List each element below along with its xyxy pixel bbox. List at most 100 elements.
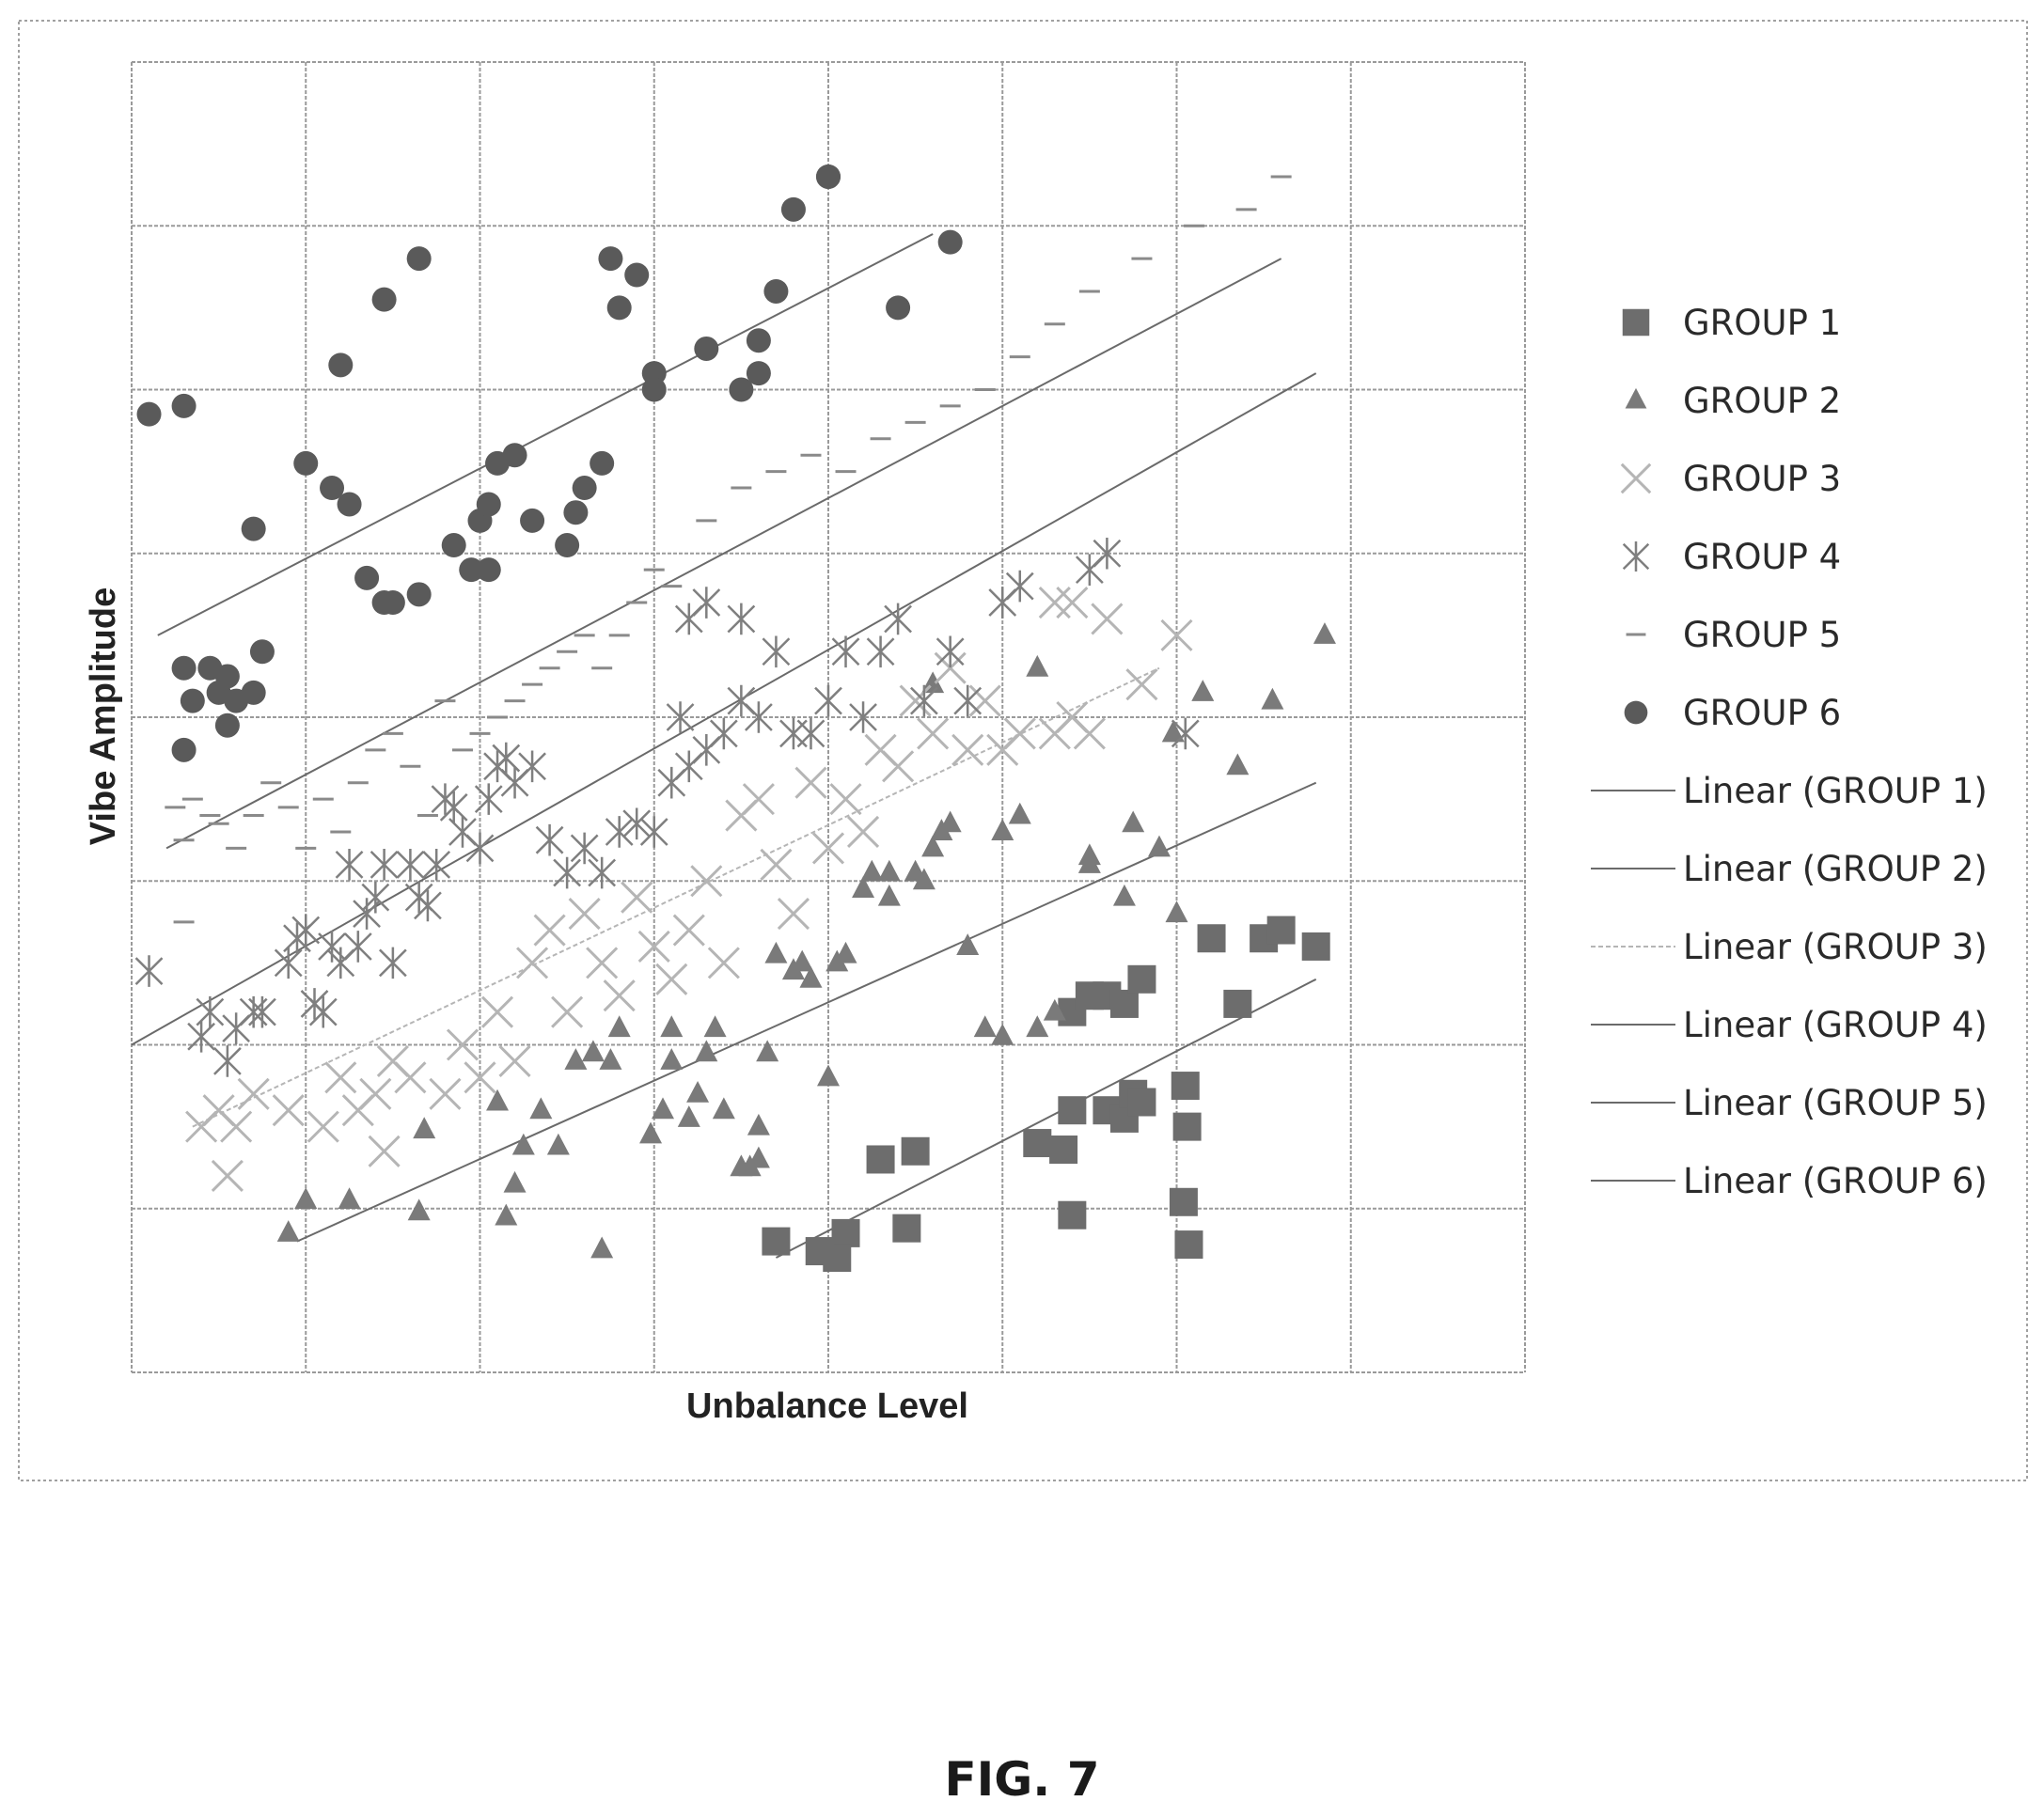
data-point [372,288,397,312]
legend-item-6: GROUP 6 [1625,693,1842,733]
data-point [1174,1230,1203,1259]
data-point [868,636,894,668]
legend-item-11: Linear (GROUP 5) [1591,1083,1988,1123]
data-point [744,784,774,814]
legend-item-10: Linear (GROUP 4) [1591,1005,1988,1045]
data-point [407,246,432,271]
data-point [547,1134,570,1155]
data-point [989,587,1015,619]
data-point [1226,753,1249,775]
data-point [590,1237,613,1259]
data-point [883,751,913,781]
data-point [709,948,739,978]
data-point [397,849,423,881]
legend-swatch [1623,309,1650,337]
data-point [1122,810,1144,832]
data-point [756,1040,778,1061]
data-point [878,860,901,882]
data-point [1267,916,1296,945]
data-point [693,734,719,766]
legend-item-1: GROUP 1 [1623,303,1841,343]
data-point [345,931,371,963]
data-point [674,916,704,946]
series-group-5 [165,177,1291,922]
data-point [172,394,197,418]
data-point [408,1198,431,1220]
data-point [1126,669,1156,699]
data-point [221,1112,251,1142]
trendline-group-6 [158,234,933,635]
data-point [500,1046,530,1076]
data-point [554,857,580,889]
data-point [1049,1136,1077,1164]
data-point [867,1145,895,1173]
data-point [660,1048,683,1070]
data-point [589,857,615,889]
data-point [1313,622,1336,644]
data-point [797,718,824,750]
data-point [467,833,494,865]
data-point [430,1079,460,1109]
data-point [250,639,275,664]
data-point [660,1015,683,1037]
legend-item-7: Linear (GROUP 1) [1591,771,1988,811]
legend-label: GROUP 6 [1683,693,1841,733]
data-point [918,718,948,748]
data-point [1078,843,1101,865]
data-point [1148,836,1171,857]
data-point [181,689,205,713]
data-point [338,492,362,516]
data-point [294,1187,317,1209]
series-group-6 [137,164,963,762]
data-point [242,517,266,541]
data-point [413,1117,435,1138]
data-point [952,735,983,765]
data-point [886,295,910,320]
data-point [371,849,398,881]
data-point [1058,1201,1086,1230]
data-point [639,932,669,962]
data-point [778,899,809,929]
data-point [277,1220,300,1242]
data-point [764,942,787,963]
data-point [762,1228,790,1256]
data-point [308,1112,338,1142]
legend-item-5: GROUP 5 [1627,615,1842,655]
data-point [937,636,964,668]
data-point [1077,554,1103,586]
data-point [395,1062,425,1092]
data-point [519,750,545,782]
data-point [1302,932,1330,961]
data-point [223,1012,249,1044]
legend-item-9: Linear (GROUP 3) [1591,927,1988,967]
data-point [423,849,449,881]
data-point [274,1095,304,1125]
data-point [728,603,754,635]
data-point [214,1045,241,1077]
data-point [598,246,622,271]
data-point [1009,803,1031,824]
data-point [369,1136,400,1167]
data-point [328,352,353,377]
data-point [1026,655,1048,677]
data-point [1261,688,1283,710]
legend-swatch [1626,388,1647,409]
data-point [1171,1072,1200,1100]
legend-swatch [1624,541,1649,572]
legend-swatch [1622,464,1650,493]
data-point [517,948,547,978]
data-point [293,451,318,476]
data-point [815,685,841,717]
data-point [713,1097,735,1119]
data-point [763,279,788,304]
data-point [831,784,861,814]
data-point [885,603,911,635]
data-point [486,1089,509,1111]
data-point [695,1040,717,1061]
legend-label: Linear (GROUP 4) [1683,1005,1988,1045]
data-point [1113,885,1136,906]
data-point [817,1065,840,1087]
data-point [833,636,859,668]
legend: GROUP 1GROUP 2GROUP 3GROUP 4GROUP 5GROUP… [1591,303,1988,1201]
